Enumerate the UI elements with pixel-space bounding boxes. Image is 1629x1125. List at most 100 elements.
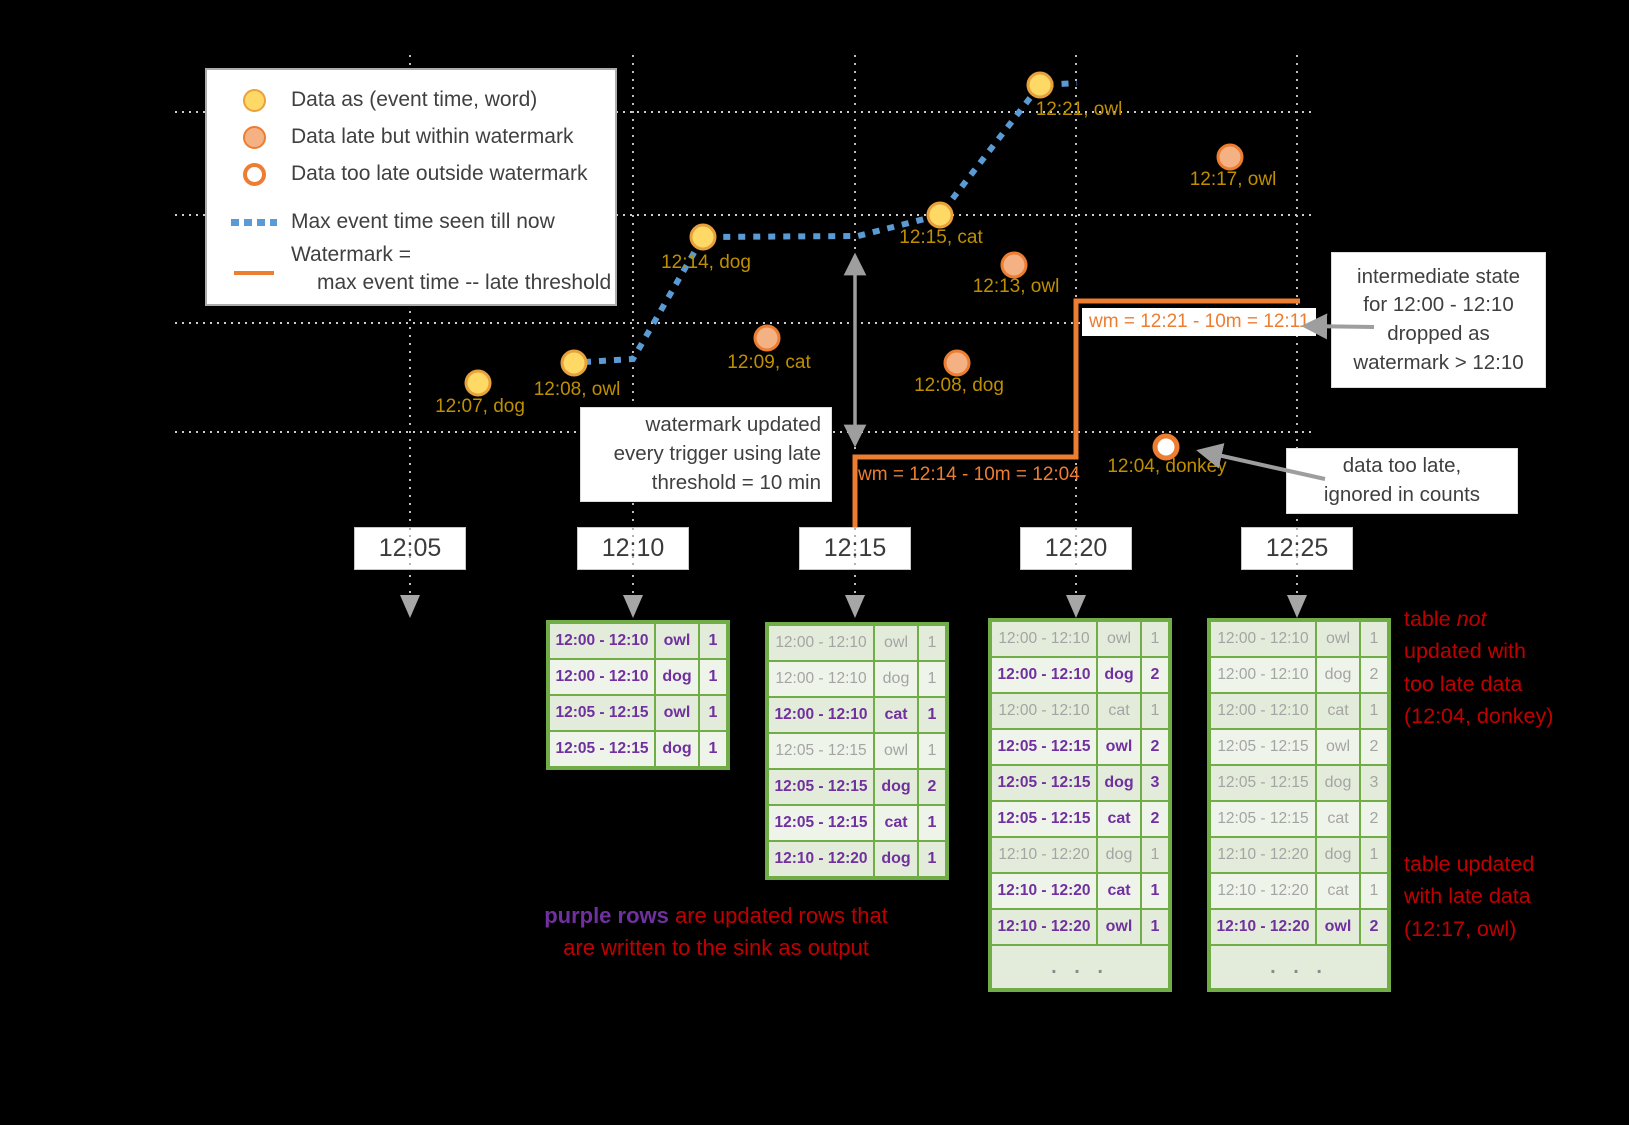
note-segment: not (1456, 607, 1487, 631)
word-cell: cat (1317, 874, 1359, 908)
word-cell: dog (875, 662, 917, 696)
trigger-arrowhead (1287, 595, 1307, 618)
legend-label-line1: Data too late outside watermark (291, 162, 588, 186)
window-cell: 12:00 - 12:10 (769, 662, 873, 696)
ontime-point-glyph (242, 89, 266, 112)
count-cell: 3 (1142, 766, 1168, 800)
event-label: 12:13, owl (972, 276, 1060, 297)
max-event-line-icon (231, 219, 277, 226)
legend-item-label: Data as (event time, word) (291, 86, 537, 114)
window-cell: 12:00 - 12:10 (550, 660, 654, 694)
window-cell: 12:00 - 12:10 (992, 694, 1096, 728)
window-cell: 12:10 - 12:20 (1211, 910, 1315, 944)
note-segment: (12:04, donkey) (1404, 703, 1554, 728)
window-cell: 12:00 - 12:10 (769, 626, 873, 660)
event-label: 12:21, owl (1035, 99, 1123, 120)
count-cell: 1 (1361, 694, 1387, 728)
note-segment: are written to the sink as output (563, 934, 869, 960)
count-cell: 1 (700, 660, 726, 694)
trigger-arrowhead (400, 595, 420, 618)
axis-label-text: 12:10 (601, 534, 665, 562)
count-cell: 1 (1142, 694, 1168, 728)
word-cell: owl (656, 624, 698, 658)
event-label: 12:14, dog (661, 252, 751, 273)
window-cell: 12:05 - 12:15 (769, 806, 873, 840)
word-cell: owl (1317, 730, 1359, 764)
count-cell: 1 (919, 806, 945, 840)
watermark-line-glyph (234, 271, 274, 275)
count-cell: 1 (1361, 622, 1387, 656)
note-segment: updated with (1404, 639, 1526, 664)
watermark-line-icon (231, 241, 277, 275)
window-cell: 12:10 - 12:20 (992, 874, 1096, 908)
count-cell: 2 (1142, 730, 1168, 764)
count-cell: 1 (1361, 874, 1387, 908)
data-point-1215-cat (926, 201, 954, 229)
data-point-1208-owl (560, 349, 588, 377)
word-cell: cat (1098, 694, 1140, 728)
callout-line: watermark > 12:10 (1353, 350, 1524, 374)
legend-item-label: Watermark = max event time -- late thresh… (291, 241, 611, 298)
callout-line: watermark updated (645, 413, 821, 437)
word-cell: cat (875, 698, 917, 732)
more-rows-ellipsis: . . . (1211, 946, 1387, 988)
more-rows-ellipsis: . . . (992, 946, 1168, 988)
word-cell: dog (1317, 766, 1359, 800)
axis-label-12-15: 12:15 (799, 527, 911, 570)
callout-line: for 12:00 - 12:10 (1363, 293, 1514, 317)
word-cell: owl (1317, 622, 1359, 656)
count-cell: 1 (919, 734, 945, 768)
count-cell: 1 (1142, 910, 1168, 944)
trigger-arrowhead (1066, 595, 1086, 618)
data-point-1214-dog (689, 223, 717, 251)
legend-item: Watermark = max event time -- late thresh… (231, 241, 615, 298)
note-segment: with late data (1404, 884, 1531, 909)
count-cell: 1 (919, 626, 945, 660)
toolate-point-glyph (242, 163, 266, 186)
note-line: purple rows are updated rows that (544, 900, 888, 932)
axis-label-12-20: 12:20 (1020, 527, 1132, 570)
window-cell: 12:10 - 12:20 (1211, 874, 1315, 908)
window-cell: 12:00 - 12:10 (769, 698, 873, 732)
note-line: too late data (1404, 668, 1553, 700)
note-table-not-updated: table not updated with too late data (12:04… (1404, 603, 1553, 732)
word-cell: dog (656, 660, 698, 694)
max-event-time-line (583, 80, 1078, 365)
legend-label-line1: Data as (event time, word) (291, 88, 538, 112)
count-cell: 3 (1361, 766, 1387, 800)
word-cell: dog (1317, 658, 1359, 692)
data-point-1207-dog (464, 369, 492, 397)
event-label: 12:17, owl (1189, 169, 1277, 190)
event-label: 12:07, dog (435, 396, 525, 417)
event-label: 12:04, donkey (1107, 456, 1227, 477)
note-purple-rows: purple rows are updated rows that are wri… (544, 900, 888, 964)
window-cell: 12:05 - 12:15 (992, 802, 1096, 836)
word-cell: cat (1317, 802, 1359, 836)
word-cell: cat (1098, 802, 1140, 836)
window-cell: 12:05 - 12:15 (550, 696, 654, 730)
word-cell: dog (875, 842, 917, 876)
word-cell: owl (656, 696, 698, 730)
note-segment: (12:17, owl) (1404, 916, 1517, 941)
word-cell: dog (1098, 658, 1140, 692)
axis-label-text: 12:15 (823, 534, 887, 562)
window-cell: 12:00 - 12:10 (992, 622, 1096, 656)
word-cell: cat (875, 806, 917, 840)
event-label: 12:08, dog (914, 375, 1004, 396)
result-table-12-15: 12:00 - 12:10 owl 1 12:00 - 12:10 dog 1 12:00 … (765, 622, 949, 880)
count-cell: 1 (919, 662, 945, 696)
count-cell: 1 (1142, 622, 1168, 656)
late-point-glyph (242, 126, 266, 149)
legend-item-label: Data late but within watermark (291, 123, 573, 151)
count-cell: 2 (1361, 910, 1387, 944)
data-point-1217-owl (1216, 143, 1244, 171)
callout-line: data too late, (1342, 454, 1462, 478)
legend-item: Data late but within watermark (231, 119, 615, 156)
legend-items: Data as (event time, word) Data late but … (231, 82, 615, 298)
word-cell: owl (1098, 910, 1140, 944)
note-segment: table (1404, 607, 1457, 631)
word-cell: owl (1098, 730, 1140, 764)
word-cell: dog (1098, 838, 1140, 872)
callout-too-late: data too late, ignored in counts (1286, 448, 1518, 514)
